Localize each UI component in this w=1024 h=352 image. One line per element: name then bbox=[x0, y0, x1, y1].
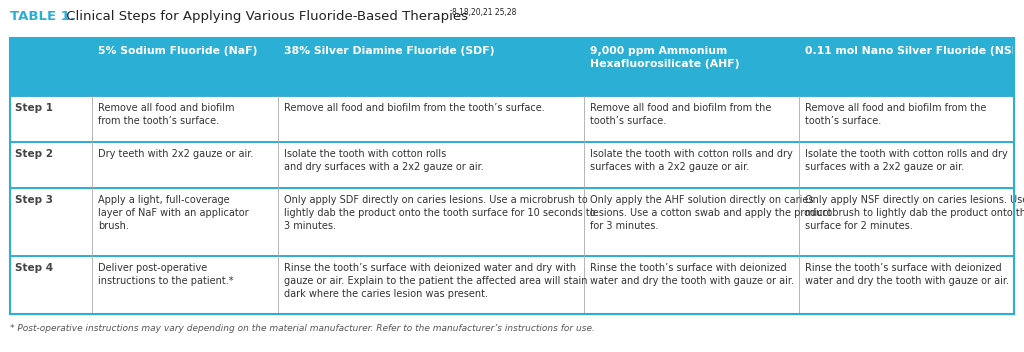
Text: Apply a light, full-coverage
layer of NaF with an applicator
brush.: Apply a light, full-coverage layer of Na… bbox=[98, 195, 249, 231]
Bar bbox=[10, 142, 1014, 188]
Text: Rinse the tooth’s surface with deionized
water and dry the tooth with gauze or a: Rinse the tooth’s surface with deionized… bbox=[590, 263, 795, 286]
Bar bbox=[10, 188, 1014, 256]
Text: Step 3: Step 3 bbox=[15, 195, 53, 205]
Text: Step 2: Step 2 bbox=[15, 149, 53, 159]
Bar bbox=[10, 188, 1014, 256]
Text: Rinse the tooth’s surface with deionized water and dry with
gauze or air. Explai: Rinse the tooth’s surface with deionized… bbox=[284, 263, 588, 300]
Text: Only apply SDF directly on caries lesions. Use a microbrush to
lightly dab the p: Only apply SDF directly on caries lesion… bbox=[284, 195, 596, 231]
Text: Isolate the tooth with cotton rolls
and dry surfaces with a 2x2 gauze or air.: Isolate the tooth with cotton rolls and … bbox=[284, 149, 483, 172]
Text: Isolate the tooth with cotton rolls and dry
surfaces with a 2x2 gauze or air.: Isolate the tooth with cotton rolls and … bbox=[590, 149, 793, 172]
Bar bbox=[10, 96, 1014, 142]
Bar bbox=[10, 256, 1014, 314]
Bar bbox=[10, 38, 1014, 96]
Text: 38% Silver Diamine Fluoride (SDF): 38% Silver Diamine Fluoride (SDF) bbox=[284, 46, 495, 56]
Text: * Post-operative instructions may vary depending on the material manufacturer. R: * Post-operative instructions may vary d… bbox=[10, 324, 595, 333]
Text: Remove all food and biofilm from the
tooth’s surface.: Remove all food and biofilm from the too… bbox=[805, 103, 986, 126]
Bar bbox=[10, 256, 1014, 314]
Text: Step 1: Step 1 bbox=[15, 103, 53, 113]
Text: Clinical Steps for Applying Various Fluoride-Based Therapies: Clinical Steps for Applying Various Fluo… bbox=[62, 10, 468, 23]
Text: Remove all food and biofilm
from the tooth’s surface.: Remove all food and biofilm from the too… bbox=[98, 103, 234, 126]
Text: Only apply NSF directly on caries lesions. Use a
microbrush to lightly dab the p: Only apply NSF directly on caries lesion… bbox=[805, 195, 1024, 231]
Bar bbox=[10, 96, 1014, 142]
Text: 0.11 mol Nano Silver Fluoride (NSF): 0.11 mol Nano Silver Fluoride (NSF) bbox=[805, 46, 1024, 56]
Bar bbox=[10, 38, 1014, 314]
Bar bbox=[10, 142, 1014, 188]
Text: 5% Sodium Fluoride (NaF): 5% Sodium Fluoride (NaF) bbox=[98, 46, 258, 56]
Text: Dry teeth with 2x2 gauze or air.: Dry teeth with 2x2 gauze or air. bbox=[98, 149, 254, 159]
Text: Remove all food and biofilm from the
tooth’s surface.: Remove all food and biofilm from the too… bbox=[590, 103, 772, 126]
Text: Deliver post-operative
instructions to the patient.*: Deliver post-operative instructions to t… bbox=[98, 263, 233, 286]
Text: Isolate the tooth with cotton rolls and dry
surfaces with a 2x2 gauze or air.: Isolate the tooth with cotton rolls and … bbox=[805, 149, 1008, 172]
Text: Only apply the AHF solution directly on caries
lesions. Use a cotton swab and ap: Only apply the AHF solution directly on … bbox=[590, 195, 831, 231]
Text: Step 4: Step 4 bbox=[15, 263, 53, 273]
Text: Rinse the tooth’s surface with deionized
water and dry the tooth with gauze or a: Rinse the tooth’s surface with deionized… bbox=[805, 263, 1009, 286]
Text: 8,18,20,21 25,28: 8,18,20,21 25,28 bbox=[452, 8, 516, 17]
Text: Remove all food and biofilm from the tooth’s surface.: Remove all food and biofilm from the too… bbox=[284, 103, 545, 113]
Text: 9,000 ppm Ammonium
Hexafluorosilicate (AHF): 9,000 ppm Ammonium Hexafluorosilicate (A… bbox=[590, 46, 739, 69]
Text: TABLE 1.: TABLE 1. bbox=[10, 10, 75, 23]
